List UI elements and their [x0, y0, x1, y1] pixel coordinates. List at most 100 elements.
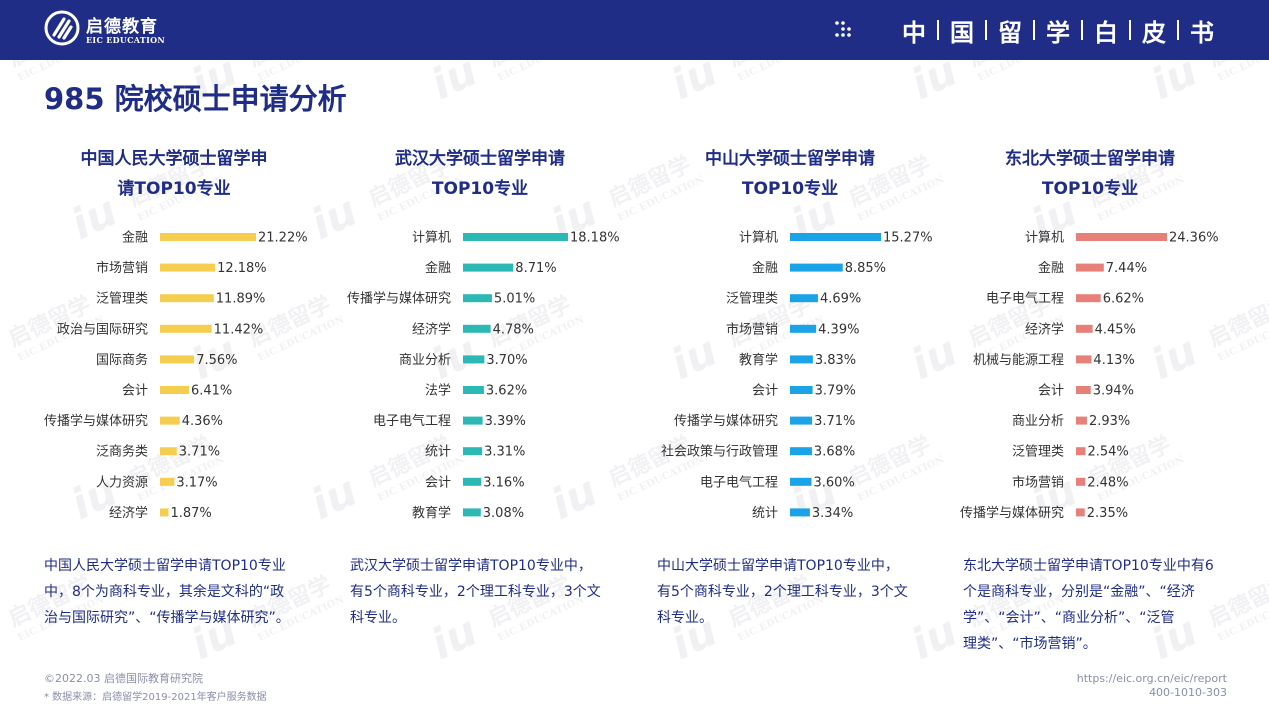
bar	[790, 386, 813, 394]
watermark-text: 启德留学	[244, 60, 335, 72]
chart-title-line: 武汉大学硕士留学申请	[395, 149, 565, 169]
watermark-logo-icon: iu	[1264, 466, 1269, 529]
category-label: 电子电气工程	[700, 474, 778, 490]
category-label: 金融	[122, 230, 148, 246]
bar	[463, 477, 482, 486]
banner-char: 皮	[1142, 18, 1166, 47]
banner-char: 书	[1190, 18, 1214, 47]
logo-chinese-name: 启德教育	[86, 17, 158, 37]
bar	[790, 508, 810, 517]
bar	[463, 294, 492, 303]
bar	[790, 447, 812, 456]
bar	[790, 263, 843, 272]
watermark-text: EIC EDUCATION	[736, 60, 826, 84]
description-line: 个是商科专业，分别是“金融”、“经济	[963, 584, 1195, 600]
bar	[1076, 508, 1085, 517]
category-label: 市场营销	[96, 260, 148, 276]
category-label: 金融	[752, 260, 778, 276]
category-label: 泛管理类	[1012, 445, 1064, 460]
header-bar: 启德教育 EIC EDUCATION 中 国 留 学 白 皮 书	[0, 0, 1269, 60]
bar	[160, 233, 256, 241]
watermark-text: EIC EDUCATION	[1216, 60, 1269, 84]
banner-title: 中 国 留 学 白 皮 书	[891, 12, 1225, 48]
bar	[463, 263, 514, 272]
category-label: 商业分析	[399, 353, 451, 368]
category-label: 计算机	[739, 231, 778, 246]
eic-logo-icon	[44, 10, 80, 46]
chart-title-line: 中山大学硕士留学申请	[705, 149, 875, 169]
category-label: 会计	[752, 384, 778, 399]
watermark-logo-icon: iu	[424, 60, 485, 109]
data-label: 2.35%	[1087, 506, 1128, 521]
bar	[790, 294, 818, 303]
description-line: 有5个商科专业，2个理工科专业，3个文	[657, 584, 908, 600]
data-label: 12.18%	[217, 261, 267, 276]
category-label: 泛商务类	[96, 444, 148, 460]
category-label: 金融	[425, 260, 451, 276]
bar	[1076, 416, 1087, 425]
category-label: 法学	[425, 383, 451, 399]
bar	[1076, 324, 1093, 333]
data-label: 7.56%	[196, 353, 237, 368]
bar	[160, 386, 189, 394]
bar	[160, 263, 216, 272]
category-label: 人力资源	[96, 475, 148, 490]
chart-title-line: 中国人民大学硕士留学申	[80, 149, 268, 169]
category-label: 社会政策与行政管理	[661, 444, 778, 460]
bar	[1076, 477, 1086, 486]
watermark-logo-icon: iu	[1264, 186, 1269, 249]
category-label: 会计	[122, 384, 148, 399]
dots-icon	[835, 21, 851, 37]
description-line: 东北大学硕士留学申请TOP10专业中有6	[963, 558, 1214, 574]
data-label: 3.17%	[176, 475, 217, 490]
source-note: * 数据来源：启德留学2019-2021年客户服务数据	[44, 692, 267, 703]
category-label: 传播学与媒体研究	[347, 291, 451, 307]
data-label: 8.71%	[515, 261, 556, 276]
chart-title-line: 请TOP10专业	[117, 179, 231, 199]
description-line: 科专业。	[350, 610, 406, 626]
data-label: 24.36%	[1169, 231, 1219, 246]
website-link[interactable]: https://eic.org.cn/eic/report	[1076, 672, 1227, 685]
data-label: 18.18%	[570, 231, 620, 246]
bar	[160, 447, 177, 456]
bar	[463, 355, 485, 364]
category-label: 计算机	[412, 231, 451, 246]
watermark-text: EIC EDUCATION	[496, 60, 586, 84]
category-label: 商业分析	[1012, 414, 1064, 429]
category-label: 泛管理类	[726, 292, 778, 307]
chart-title-zhongshan: 中山大学硕士留学申请 TOP10专业	[660, 144, 920, 204]
contact-info: https://eic.org.cn/eic/report 400-1010-3…	[1077, 672, 1227, 700]
data-label: 15.27%	[883, 231, 933, 246]
description-line: 理类”、“市场营销”。	[963, 636, 1097, 652]
chart-title-renmin: 中国人民大学硕士留学申 请TOP10专业	[44, 144, 304, 204]
data-label: 3.70%	[486, 353, 527, 368]
brand-logo[interactable]: 启德教育 EIC EDUCATION	[44, 10, 184, 50]
description-zhongshan: 中山大学硕士留学申请TOP10专业中， 有5个商科专业，2个理工科专业，3个文 …	[657, 553, 947, 631]
watermark-text: 启德留学	[4, 60, 95, 72]
bar	[1076, 263, 1104, 272]
bar	[1076, 294, 1101, 303]
category-label: 金融	[1038, 260, 1064, 276]
logo-english-name: EIC EDUCATION	[86, 35, 166, 45]
watermark-text: 启德留学	[724, 60, 815, 72]
data-label: 3.71%	[179, 445, 220, 460]
category-label: 经济学	[1025, 321, 1064, 337]
watermark-logo-icon: iu	[904, 60, 965, 109]
category-label: 统计	[752, 506, 778, 521]
bar	[790, 355, 813, 364]
data-label: 3.34%	[812, 506, 853, 521]
category-label: 教育学	[739, 352, 778, 368]
chart-title-line: 东北大学硕士留学申请	[1005, 149, 1175, 169]
watermark-text: EIC EDUCATION	[976, 60, 1066, 84]
category-label: 泛管理类	[96, 292, 148, 307]
data-label: 4.69%	[820, 292, 861, 307]
page-title: 985 院校硕士申请分析	[44, 82, 347, 116]
data-label: 3.71%	[814, 414, 855, 429]
category-label: 经济学	[412, 321, 451, 337]
bar-chart-renmin: 金融 21.22% 市场营销 12.18% 泛管理类 11.89% 政治与国际研究 11.42…	[44, 230, 308, 521]
bar	[160, 324, 212, 333]
category-label: 传播学与媒体研究	[960, 505, 1064, 521]
phone-number: 400-1010-303	[1149, 686, 1227, 699]
